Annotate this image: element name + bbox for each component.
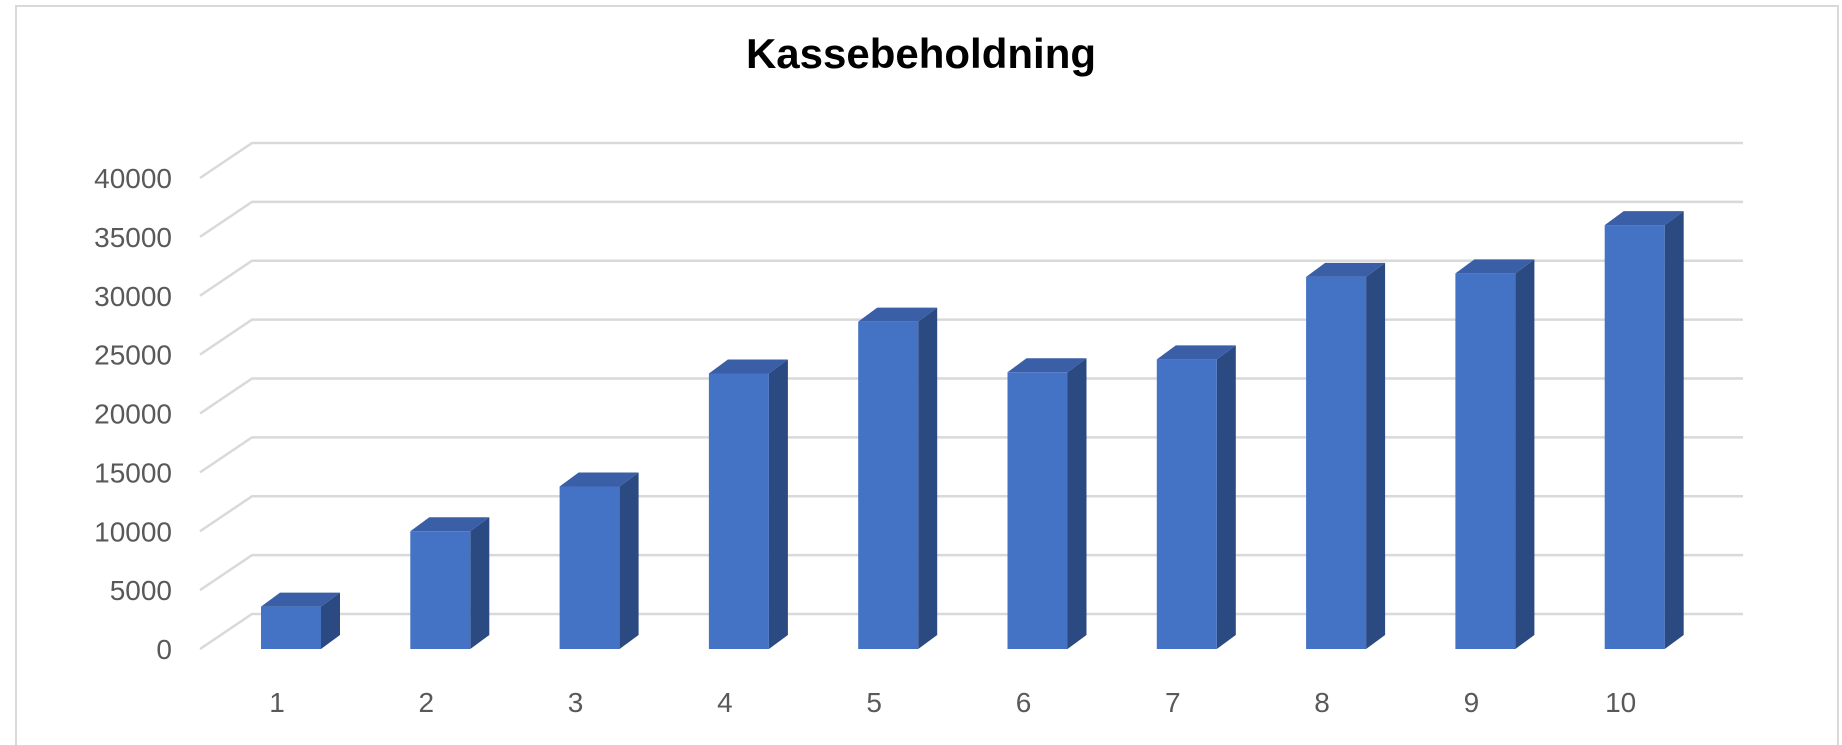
bar-top — [1455, 259, 1535, 274]
gridline — [199, 612, 1743, 651]
y-tick-label: 40000 — [94, 163, 172, 194]
bar — [708, 359, 788, 649]
bar-side — [918, 307, 938, 649]
bar-top — [559, 472, 639, 487]
bar — [559, 472, 639, 649]
bars — [261, 211, 1684, 649]
bar-side — [321, 592, 340, 649]
x-tick-label: 7 — [1165, 687, 1181, 718]
bar-top — [858, 307, 938, 322]
x-tick-label: 10 — [1605, 687, 1636, 718]
bar-top — [708, 359, 788, 374]
x-tick-label: 4 — [717, 687, 733, 718]
bar-front — [1455, 273, 1516, 649]
bar-side — [1664, 211, 1684, 649]
gridline — [199, 553, 1743, 592]
y-tick-label: 20000 — [94, 399, 172, 430]
x-axis-tick-labels: 1 2 3 4 5 6 7 8 9 10 — [269, 687, 1636, 718]
bar — [858, 307, 938, 649]
gridlines — [199, 141, 1743, 651]
y-tick-label: 10000 — [94, 516, 172, 547]
bar — [1455, 259, 1535, 649]
bar-top — [1007, 358, 1087, 373]
bar-side — [619, 472, 639, 649]
bar-top — [410, 517, 490, 532]
y-tick-label: 30000 — [94, 281, 172, 312]
chart-title: Kassebeholdning — [745, 30, 1097, 77]
y-tick-label: 25000 — [94, 340, 172, 371]
bar-front — [559, 486, 620, 649]
bar-side — [470, 517, 490, 649]
bar-top — [261, 592, 340, 607]
y-tick-label: 15000 — [94, 457, 172, 488]
bar-front — [1156, 359, 1217, 649]
bar — [1306, 262, 1386, 649]
gridline — [199, 495, 1743, 533]
bar-side — [768, 359, 788, 649]
bar-front — [1007, 372, 1068, 649]
bar-front — [708, 373, 769, 649]
gridline — [199, 377, 1743, 415]
bar-front — [1306, 276, 1367, 649]
bar-front — [1604, 225, 1665, 649]
y-tick-label: 35000 — [94, 222, 172, 253]
bar — [1604, 211, 1684, 649]
bar — [261, 592, 340, 649]
bar-side — [1515, 259, 1535, 649]
gridline — [199, 141, 1743, 180]
gridline — [199, 318, 1743, 356]
bar-side — [1366, 262, 1386, 649]
y-tick-label: 0 — [156, 634, 172, 665]
bar-top — [1306, 262, 1386, 277]
x-tick-label: 5 — [866, 687, 882, 718]
x-tick-label: 2 — [419, 687, 435, 718]
x-tick-label: 1 — [269, 687, 285, 718]
bar — [1007, 358, 1087, 649]
bar-top — [1156, 345, 1236, 360]
x-tick-label: 9 — [1464, 687, 1480, 718]
x-tick-label: 3 — [568, 687, 584, 718]
y-tick-label: 5000 — [110, 575, 172, 606]
y-axis-tick-labels: 0 5000 10000 15000 20000 25000 30000 35000 40000 — [94, 163, 172, 665]
gridline — [199, 200, 1743, 238]
gridline — [199, 259, 1743, 297]
bar-front — [858, 321, 919, 649]
bar-side — [1067, 358, 1087, 649]
bar-front — [410, 531, 471, 649]
bar — [410, 517, 490, 649]
x-tick-label: 6 — [1016, 687, 1032, 718]
bar-side — [1216, 345, 1236, 649]
x-tick-label: 8 — [1314, 687, 1330, 718]
gridline — [199, 436, 1743, 474]
bar-front — [261, 606, 321, 649]
bar-top — [1604, 211, 1684, 226]
bar — [1156, 345, 1236, 649]
